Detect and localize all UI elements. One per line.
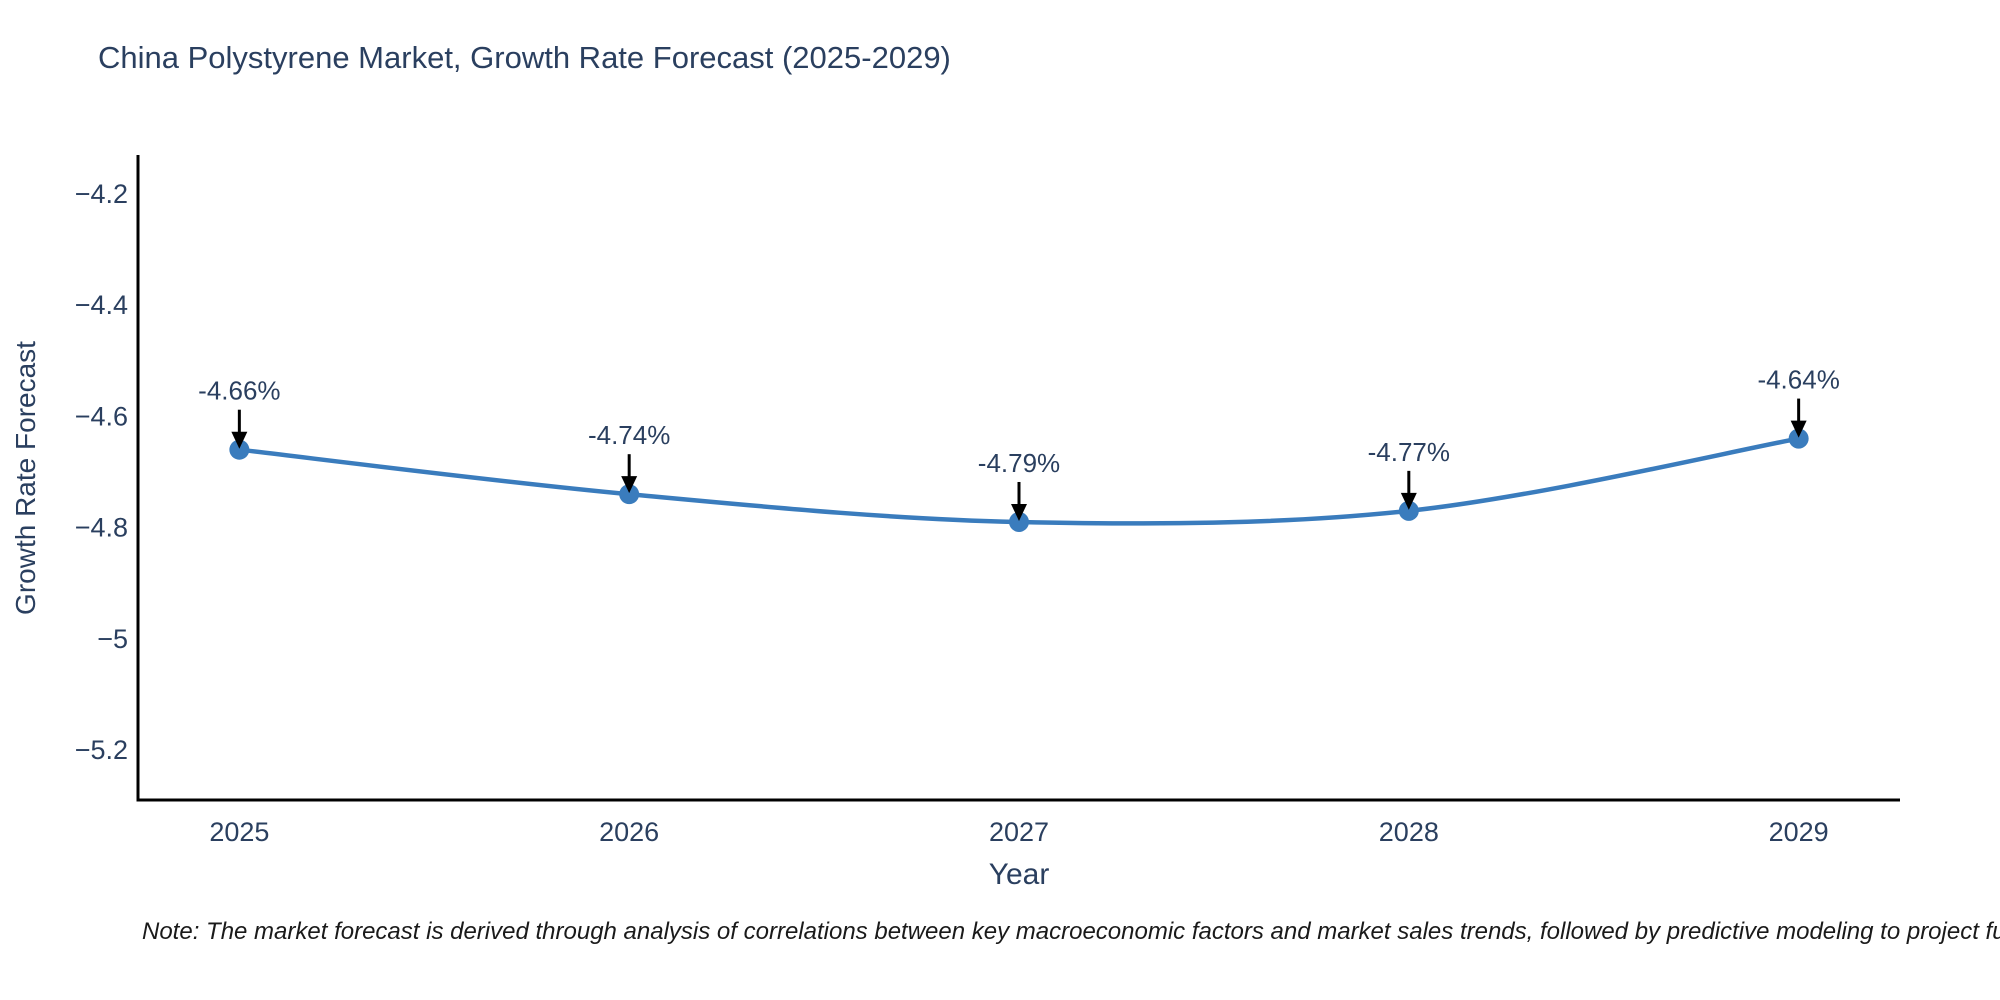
- data-point-label: -4.64%: [1757, 365, 1839, 395]
- data-point-label: -4.77%: [1368, 437, 1450, 467]
- data-point-marker[interactable]: [229, 439, 250, 460]
- x-tick-label: 2027: [989, 817, 1049, 847]
- y-tick-label: −4.6: [75, 401, 128, 431]
- data-point-marker[interactable]: [1788, 428, 1809, 449]
- y-tick-label: −4.4: [75, 290, 128, 320]
- data-point-label: -4.66%: [198, 376, 280, 406]
- x-tick-label: 2029: [1769, 817, 1829, 847]
- annotation-arrowhead-icon: [1790, 420, 1807, 438]
- annotation-arrowhead-icon: [1011, 503, 1027, 521]
- data-point-marker[interactable]: [1009, 511, 1029, 532]
- x-tick-label: 2028: [1379, 817, 1439, 847]
- annotation-arrowhead-icon: [621, 476, 638, 494]
- annotation-arrowhead-icon: [1400, 492, 1417, 510]
- x-axis-title: Year: [988, 858, 1050, 891]
- chart-title: China Polystyrene Market, Growth Rate Fo…: [98, 40, 951, 75]
- footnote-text: Note: The market forecast is derived thr…: [142, 918, 2000, 945]
- x-tick-label: 2025: [209, 817, 269, 847]
- data-point-marker[interactable]: [1398, 500, 1419, 521]
- x-tick-label: 2026: [599, 817, 659, 847]
- y-tick-label: −4.2: [75, 179, 128, 209]
- y-tick-label: −5.2: [75, 735, 128, 765]
- data-point-label: -4.74%: [588, 420, 670, 450]
- y-tick-label: −5: [97, 624, 128, 654]
- y-tick-label: −4.8: [75, 513, 128, 543]
- annotation-arrowhead-icon: [231, 431, 248, 449]
- data-point-label: -4.79%: [978, 448, 1060, 478]
- data-point-marker[interactable]: [619, 484, 640, 505]
